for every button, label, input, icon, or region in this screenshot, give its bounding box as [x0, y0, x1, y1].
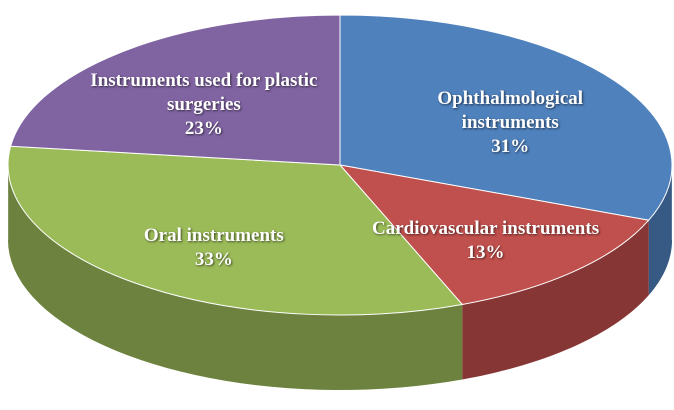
pie-side-shade	[462, 220, 649, 380]
slice-category: Oral instruments	[143, 225, 284, 247]
slice-label: Ophthalmological instruments 31%	[395, 87, 625, 159]
slice-category: Cardiovascular instruments	[371, 217, 600, 239]
pie-slice	[338, 164, 650, 306]
pie-side	[8, 165, 463, 390]
slice-value-label: 31%	[491, 135, 530, 157]
slice-label: Cardiovascular instruments 13%	[371, 217, 601, 265]
pie-side	[648, 165, 672, 296]
slice-label: Instruments used for plastic surgeries 23…	[89, 69, 319, 141]
pie-slice	[339, 14, 673, 221]
slice-value-label: 13%	[466, 241, 505, 263]
slice-value-label: 23%	[184, 118, 223, 140]
pie-slice	[7, 145, 464, 316]
slice-category: Instruments used for plastic surgeries	[90, 70, 318, 116]
slice-category: Ophthalmological instruments	[437, 87, 584, 133]
slice-label: Oral instruments 33%	[99, 224, 329, 272]
pie-side	[462, 220, 649, 380]
pie-slice	[9, 14, 341, 166]
pie-side-shade	[8, 165, 463, 390]
pie-side-shade	[648, 165, 672, 296]
slice-value-label: 33%	[194, 249, 233, 271]
